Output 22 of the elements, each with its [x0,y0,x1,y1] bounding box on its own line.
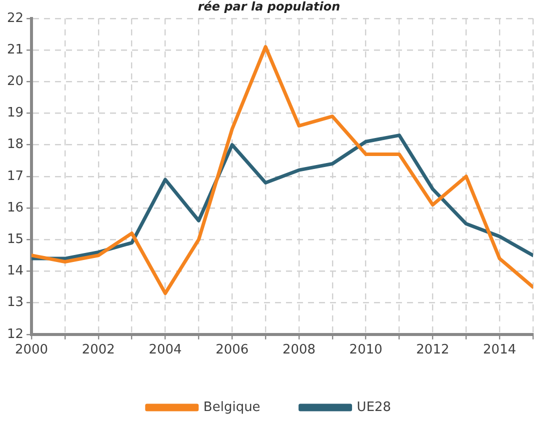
x-tick-label: 2006 [216,342,249,358]
y-tick-label: 18 [6,137,24,152]
y-tick-label: 21 [6,42,24,58]
x-tick-label: 2012 [416,342,450,358]
x-tick-label: 2002 [82,342,115,358]
x-tick-label: 2000 [14,342,48,358]
y-tick-label: 19 [6,106,24,121]
y-tick-label: 17 [6,168,24,184]
y-tick-label: 15 [6,232,24,247]
legend-label: Belgique [203,400,260,415]
y-tick-label: 12 [6,326,24,342]
chart-title: rée par la population [198,0,340,14]
legend-label: UE28 [356,400,392,415]
x-tick-label: 2008 [282,342,316,358]
x-tick-label: 2010 [349,342,382,358]
y-tick-label: 14 [6,264,24,279]
x-tick-label: 2004 [148,342,182,358]
y-tick-label: 20 [6,74,24,89]
x-tick-label: 2014 [483,342,516,358]
y-tick-label: 16 [6,200,24,216]
y-tick-label: 22 [6,10,24,26]
y-tick-label: 13 [6,295,24,310]
